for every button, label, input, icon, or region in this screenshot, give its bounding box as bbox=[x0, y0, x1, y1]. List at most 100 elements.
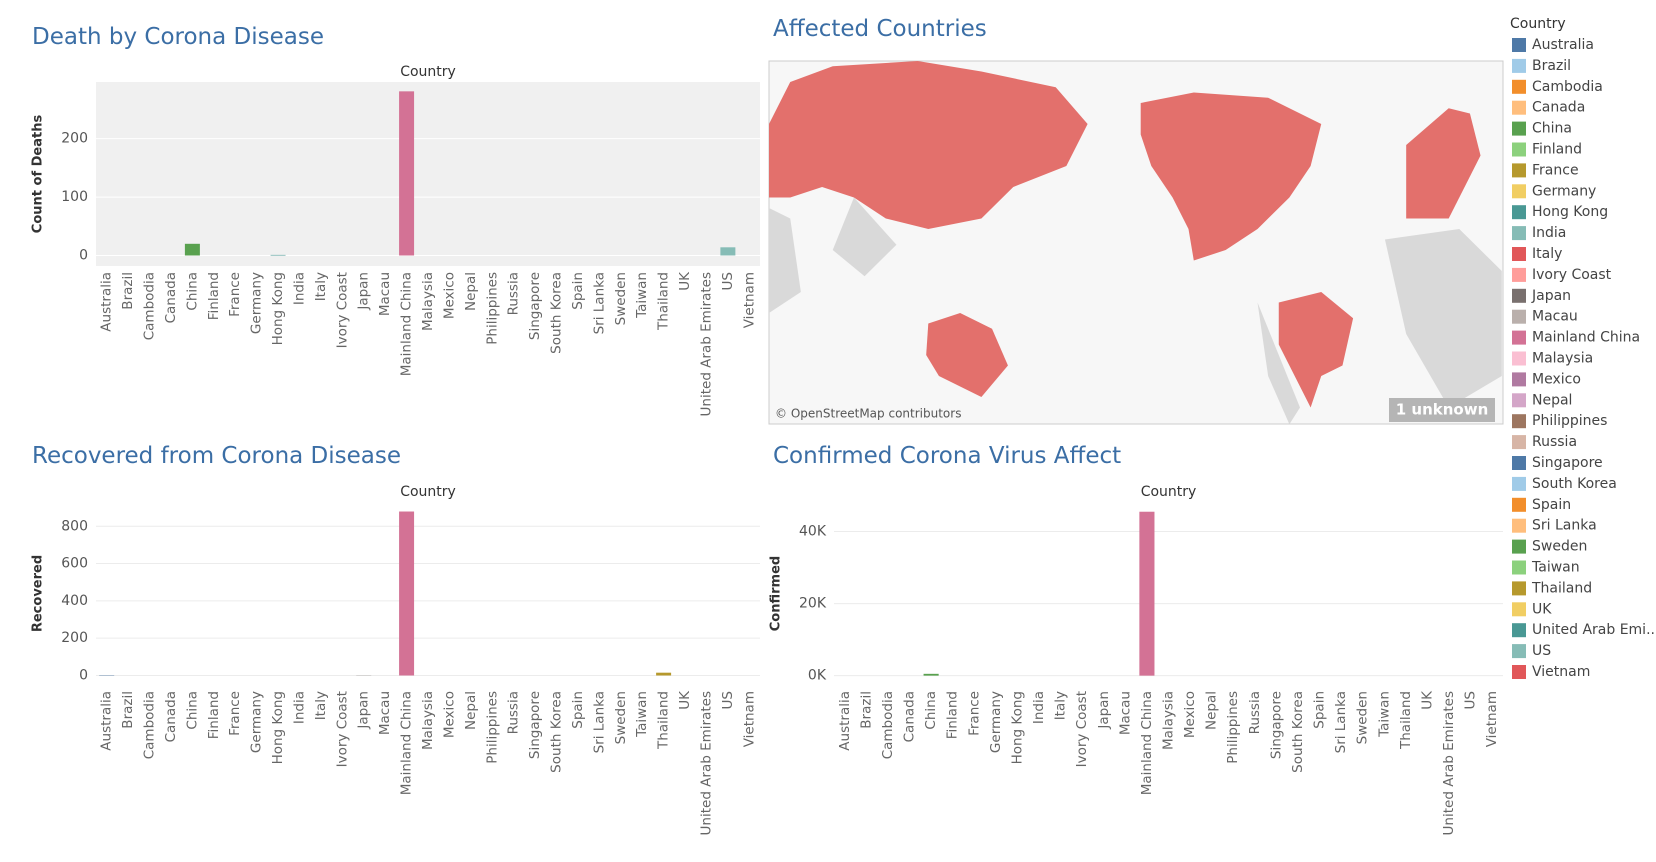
x-tick-label: Australia bbox=[837, 691, 853, 751]
x-tick-label: Japan bbox=[356, 272, 372, 311]
x-tick-label: Mainland China bbox=[1139, 691, 1155, 795]
legend-swatch bbox=[1512, 226, 1526, 241]
legend-label: UK bbox=[1532, 601, 1552, 617]
x-tick-label: Singapore bbox=[1268, 691, 1284, 759]
unknown-badge-text[interactable]: 1 unknown bbox=[1396, 401, 1489, 419]
legend-label: Germany bbox=[1532, 183, 1596, 199]
legend-swatch bbox=[1512, 414, 1526, 429]
legend-swatch bbox=[1512, 456, 1526, 470]
x-tick-label: Mexico bbox=[441, 691, 457, 738]
x-tick-label: Sri Lanka bbox=[591, 272, 607, 334]
x-tick-label: Malaysia bbox=[420, 272, 436, 331]
y-tick-label: 20K bbox=[799, 596, 827, 612]
x-tick-label: Brazil bbox=[120, 272, 136, 310]
x-tick-label: Finland bbox=[206, 272, 222, 320]
x-tick-label: Finland bbox=[945, 691, 961, 739]
x-tick-label: Philippines bbox=[1225, 691, 1241, 764]
x-tick-label: Germany bbox=[249, 691, 265, 753]
legend-swatch bbox=[1512, 351, 1526, 366]
x-tick-label: Ivory Coast bbox=[1074, 691, 1090, 767]
y-tick-label: 800 bbox=[61, 518, 88, 534]
x-tick-label: Philippines bbox=[484, 691, 500, 764]
legend-label: Finland bbox=[1532, 142, 1582, 158]
y-tick-label: 400 bbox=[61, 593, 88, 609]
legend-swatch bbox=[1512, 205, 1526, 220]
legend-label: US bbox=[1532, 643, 1551, 659]
x-tick-label: Finland bbox=[206, 691, 222, 739]
x-tick-label: Sri Lanka bbox=[1333, 691, 1349, 753]
y-tick-label: 200 bbox=[61, 131, 88, 147]
x-tick-label: Canada bbox=[902, 691, 918, 742]
x-tick-label: Mexico bbox=[1182, 691, 1198, 738]
x-tick-label: Sweden bbox=[1355, 691, 1371, 744]
y-tick-label: 200 bbox=[61, 630, 88, 646]
legend-swatch bbox=[1512, 476, 1526, 491]
legend-label: Thailand bbox=[1531, 580, 1592, 596]
x-tick-label: Japan bbox=[356, 691, 372, 730]
x-tick-label: Brazil bbox=[120, 691, 136, 729]
x-tick-label: India bbox=[1031, 691, 1047, 724]
x-tick-label: United Arab Emirates bbox=[698, 691, 714, 835]
x-tick-label: Italy bbox=[313, 272, 329, 301]
bar bbox=[656, 672, 672, 676]
x-tick-label: France bbox=[966, 691, 982, 736]
x-tick-label: Cambodia bbox=[142, 691, 158, 759]
legend-label: Hong Kong bbox=[1532, 204, 1608, 220]
x-tick-label: India bbox=[291, 272, 307, 305]
x-tick-label: Spain bbox=[1312, 691, 1328, 729]
x-tick-label: Hong Kong bbox=[270, 272, 286, 345]
bar bbox=[923, 673, 939, 676]
legend-swatch bbox=[1512, 665, 1526, 679]
x-tick-label: US bbox=[720, 272, 736, 290]
x-tick-label: Nepal bbox=[463, 691, 479, 730]
x-tick-label: US bbox=[720, 691, 736, 709]
x-tick-label: Macau bbox=[377, 272, 393, 316]
x-axis-title: Country bbox=[400, 484, 456, 500]
x-tick-label: South Korea bbox=[1290, 691, 1306, 773]
x-tick-label: Sri Lanka bbox=[591, 691, 607, 753]
plot-area bbox=[834, 502, 1503, 685]
legend-label: Brazil bbox=[1532, 58, 1571, 74]
legend-label: Italy bbox=[1532, 246, 1562, 262]
legend-label: Spain bbox=[1532, 497, 1571, 513]
legend-swatch bbox=[1512, 38, 1526, 52]
x-tick-label: Canada bbox=[163, 272, 179, 323]
x-tick-label: South Korea bbox=[549, 272, 565, 354]
x-tick-label: Ivory Coast bbox=[334, 272, 350, 348]
x-tick-label: Macau bbox=[1117, 691, 1133, 735]
bar bbox=[1139, 511, 1155, 676]
x-tick-label: Taiwan bbox=[634, 272, 650, 319]
x-axis-title: Country bbox=[400, 64, 456, 80]
legend-swatch bbox=[1512, 393, 1526, 408]
y-tick-label: 0 bbox=[79, 667, 88, 683]
x-tick-label: Singapore bbox=[527, 272, 543, 340]
map-title: Affected Countries bbox=[773, 16, 987, 42]
legend-label: Macau bbox=[1532, 309, 1578, 325]
x-axis-title: Country bbox=[1141, 484, 1197, 500]
legend-swatch bbox=[1512, 267, 1526, 282]
legend-swatch bbox=[1512, 581, 1526, 596]
x-tick-label: Germany bbox=[249, 272, 265, 334]
legend-swatch bbox=[1512, 121, 1526, 136]
legend-label: Mainland China bbox=[1532, 330, 1640, 346]
unknown-badge[interactable] bbox=[1389, 398, 1495, 422]
x-tick-label: Malaysia bbox=[1161, 691, 1177, 750]
legend-label: Sweden bbox=[1532, 539, 1587, 555]
plot-area bbox=[96, 502, 760, 685]
x-tick-label: Russia bbox=[1247, 691, 1263, 734]
bar bbox=[399, 511, 415, 676]
legend-label: Singapore bbox=[1532, 455, 1603, 471]
x-tick-label: Sweden bbox=[613, 691, 629, 744]
x-tick-label: Cambodia bbox=[880, 691, 896, 759]
legend-swatch bbox=[1512, 435, 1526, 450]
y-axis-title: Count of Deaths bbox=[31, 115, 46, 234]
x-tick-label: Russia bbox=[506, 691, 522, 734]
legend-swatch bbox=[1512, 518, 1526, 533]
x-tick-label: Vietnam bbox=[741, 691, 757, 747]
bar bbox=[399, 91, 415, 256]
legend-label: Taiwan bbox=[1531, 560, 1580, 576]
y-tick-label: 100 bbox=[61, 189, 88, 205]
x-tick-label: Sweden bbox=[613, 272, 629, 325]
legend-label: Ivory Coast bbox=[1532, 267, 1612, 283]
